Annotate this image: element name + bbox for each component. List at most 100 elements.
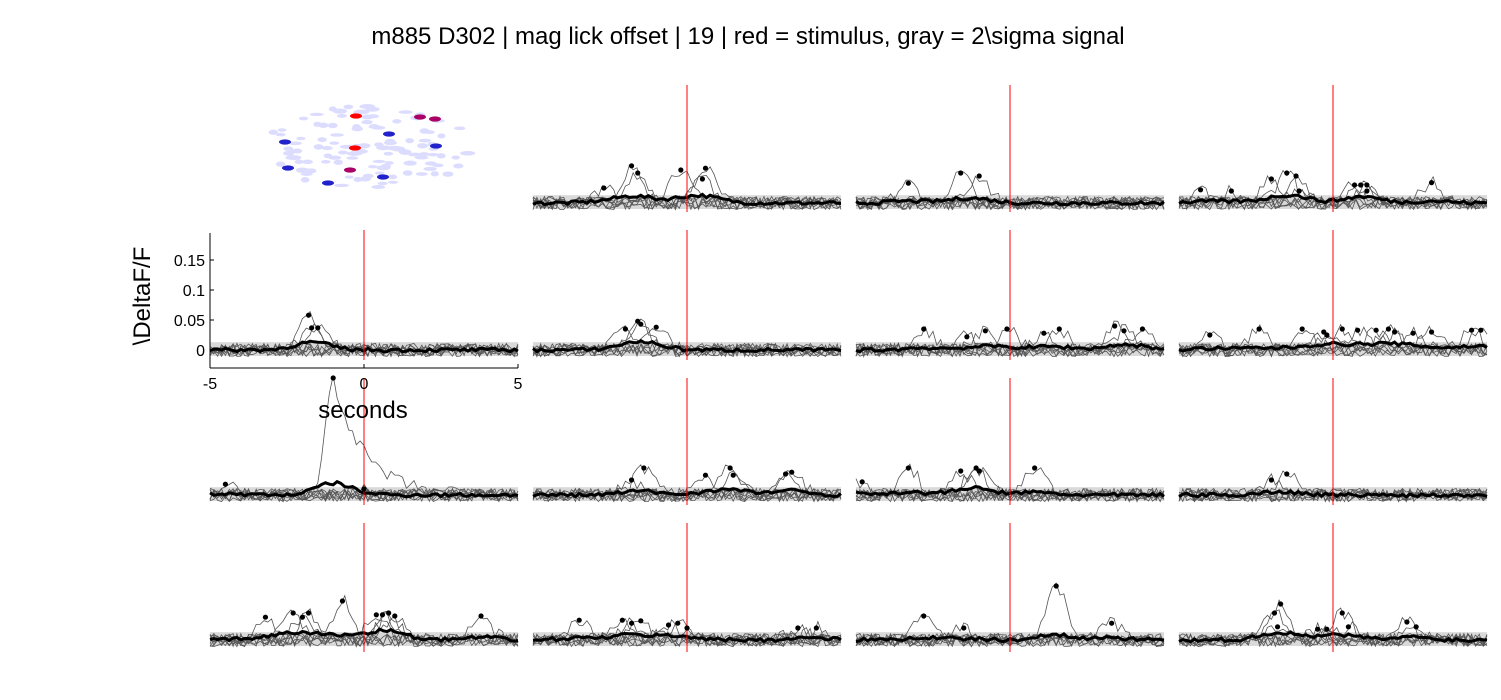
peak-marker [982,328,988,334]
peak-marker [315,325,321,331]
peak-marker [1469,327,1475,333]
peak-marker [1364,188,1370,194]
peak-marker [1324,332,1330,338]
peak-marker [702,165,709,171]
panel-r4c3 [855,523,1165,652]
x-axis-label: seconds [318,397,407,424]
peak-marker [1428,329,1435,335]
roi-cell [415,172,428,176]
peak-marker [921,613,927,619]
panel-r2c3 [855,230,1165,360]
peak-marker [678,167,684,173]
peak-marker [1404,619,1410,625]
peak-marker [1004,326,1010,332]
peak-marker [628,477,635,483]
peak-marker [905,180,911,186]
peak-marker [638,618,644,624]
roi-cell [361,114,374,120]
roi-cell [275,161,286,167]
panel-r2c4 [1178,230,1488,360]
peak-marker [1339,610,1345,616]
peak-marker [622,326,629,332]
roi-cell [294,159,304,165]
roi-cell [388,174,398,180]
peak-marker [1278,601,1284,607]
roi-cell [300,177,310,183]
roi-cell [283,146,294,151]
roi-cell [333,159,343,165]
peak-marker [392,613,398,619]
peak-marker [665,622,672,628]
peak-marker [921,326,927,332]
peak-marker [305,312,312,318]
roi-cell [275,132,286,137]
peak-marker [1197,187,1204,193]
roi-cell [337,150,348,155]
peak-marker [1315,626,1321,632]
peak-marker [1056,326,1062,332]
panel-r3c4 [1178,378,1488,505]
peak-marker [1284,471,1290,477]
roi-cell [391,146,406,152]
roi-cell [376,165,391,171]
roi-cell [344,175,354,179]
roi-cell [313,144,324,150]
peak-marker [782,471,789,477]
roi-cell [417,143,428,149]
peak-marker [1284,170,1290,176]
roi-cell [423,166,437,171]
peak-marker [961,625,967,631]
peak-marker [675,620,681,626]
peak-marker [795,625,801,631]
roi-cell [298,116,309,121]
roi-cell [388,180,398,184]
panel-r4c2 [532,523,842,652]
roi-cell [460,151,476,156]
roi-cell [376,145,391,151]
panel-r4c1 [209,523,519,652]
peak-marker [789,469,795,475]
peak-marker [1339,326,1345,332]
roi-cell [384,161,394,165]
panel-r2c2 [532,230,842,360]
roi-cell [377,181,388,186]
peak-marker [964,334,970,340]
roi-cell [288,141,302,146]
roi-cell [355,149,368,154]
peak-marker [628,620,635,626]
peak-marker [1256,326,1262,332]
roi-cell [268,129,278,135]
peak-marker [373,612,379,618]
x-tick-label: 5 [514,376,523,393]
peak-marker [730,472,736,478]
peak-marker [299,614,305,620]
roi-cell [285,155,302,161]
trace-panels [209,85,1488,652]
roi-cell [453,163,464,169]
roi-cell [317,137,327,143]
peak-marker [635,170,641,176]
roi-cell [330,133,344,137]
panel-r3c2 [532,378,842,505]
figure-title: m885 D302 | mag lick offset | 19 | red =… [371,23,1124,50]
y-tick-label: 0.05 [174,313,205,330]
roi-cell [392,119,402,124]
panel-r1c2 [532,85,842,212]
peak-marker [309,325,315,331]
roi-cell [332,108,348,114]
roi-cell [359,103,376,110]
peak-marker [641,465,647,471]
y-tick-label: 0 [196,343,205,360]
peak-marker [1268,477,1274,483]
peak-marker [1032,465,1038,471]
peak-marker [361,486,367,492]
peak-marker [1392,329,1398,335]
x-tick-label: 0 [360,376,369,393]
peak-marker [339,598,346,604]
roi-cell [346,156,359,160]
peak-marker [305,610,312,616]
roi-cell [430,171,439,177]
panel-r1c4 [1178,85,1488,212]
roi-cell [424,130,435,135]
peak-marker [976,468,982,474]
